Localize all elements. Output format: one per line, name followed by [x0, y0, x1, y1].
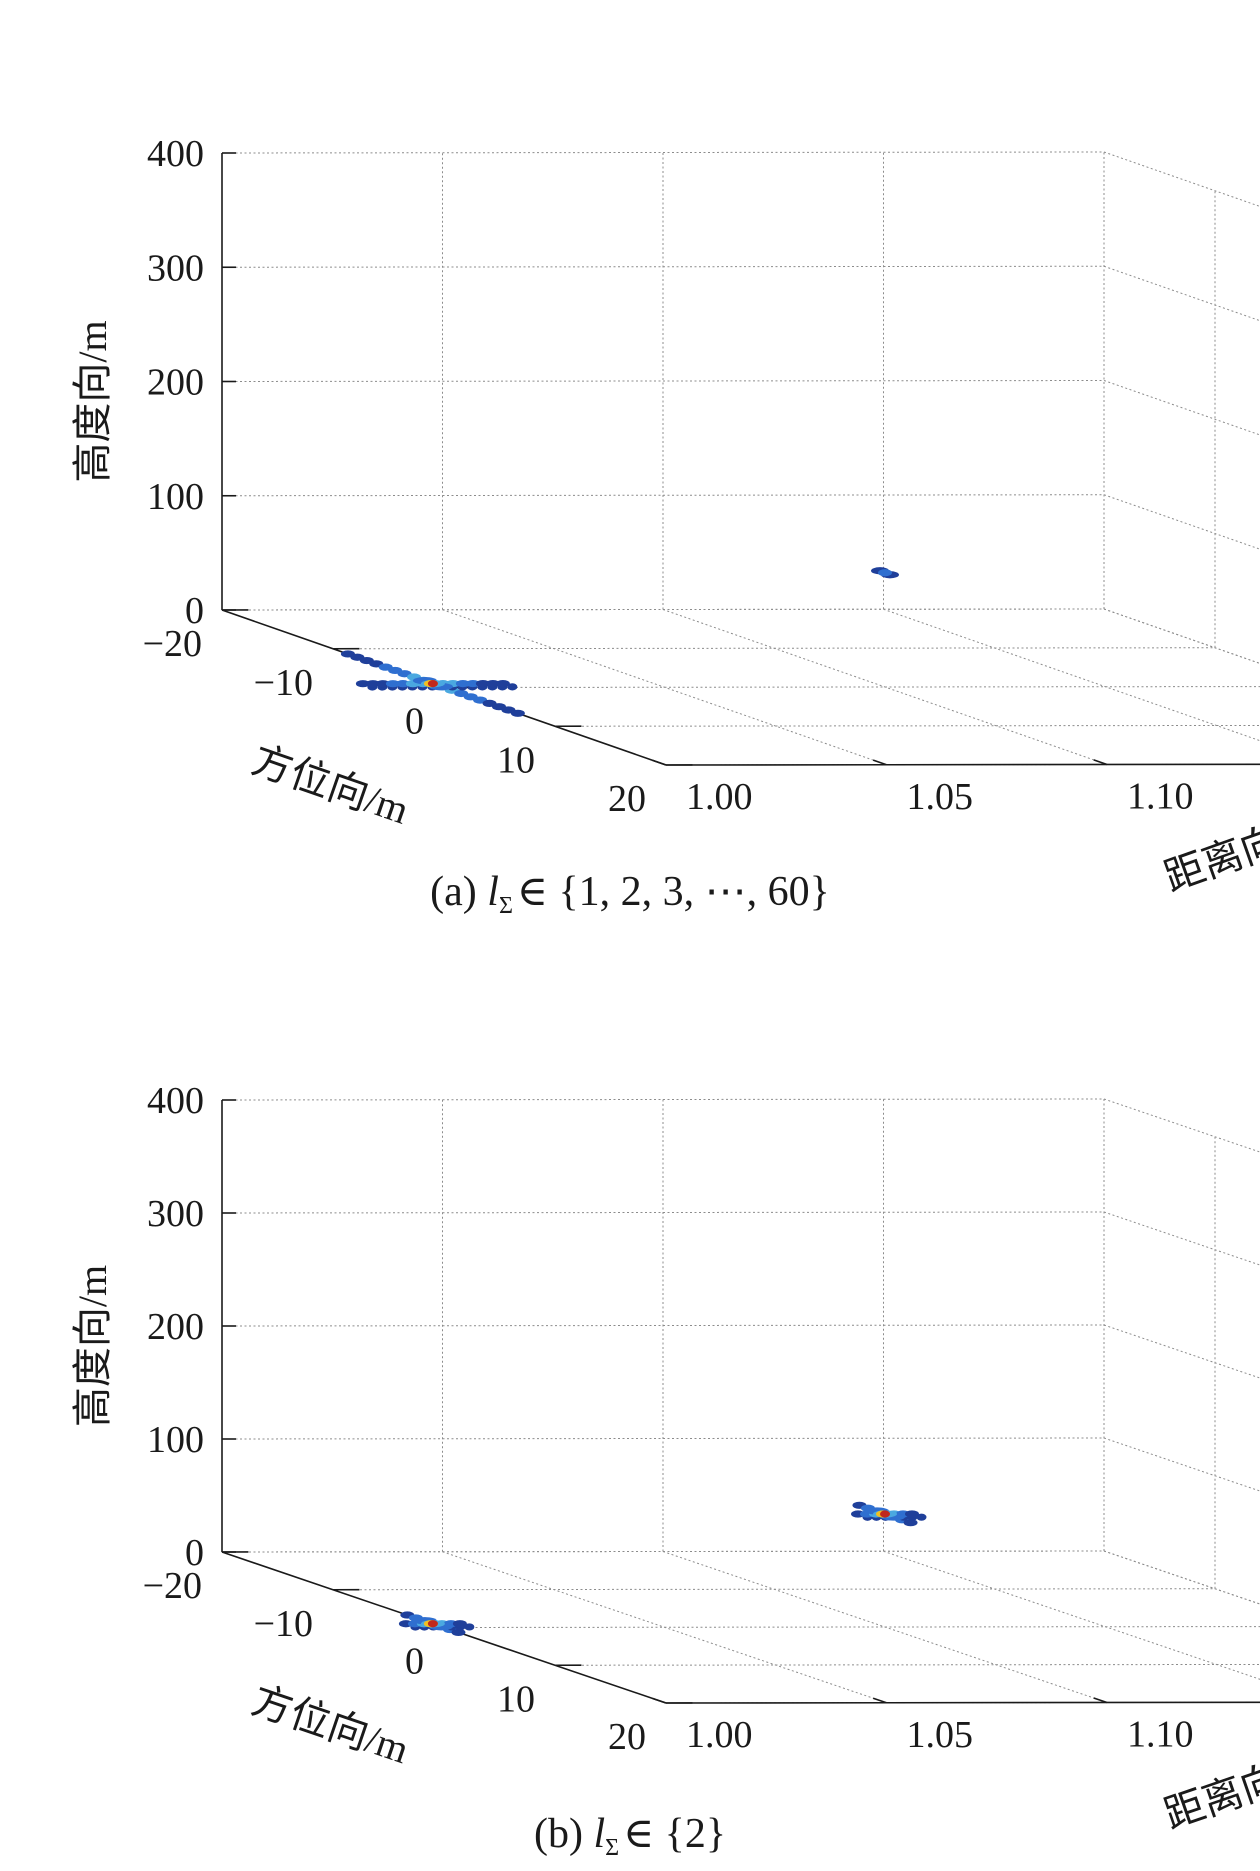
gridline-back-z — [1104, 1212, 1260, 1363]
gridline-back-z — [1104, 266, 1260, 421]
scatter-point — [880, 1510, 890, 1517]
y-tick-label: 1.05 — [907, 776, 974, 818]
scatter-point — [507, 683, 517, 690]
z-tick-label: 100 — [147, 1419, 204, 1461]
gridline-back-z — [1104, 1438, 1260, 1589]
y-axis-line — [666, 764, 1260, 765]
y-tick-label: 1.10 — [1127, 1714, 1194, 1756]
scatter-cluster — [341, 650, 525, 717]
x-tick-label: −10 — [254, 662, 313, 704]
scatter-point — [464, 1623, 474, 1630]
y-tick-label: 1.00 — [686, 1714, 753, 1756]
y-axis-label: 距离向/m — [1159, 803, 1260, 900]
y-tick — [653, 760, 666, 765]
gridline-floor-x — [555, 1664, 1260, 1665]
z-axis-label: 高度向/m — [70, 1265, 115, 1427]
x-axis-label: 方位向/m — [246, 737, 414, 833]
gridline-floor-y — [663, 1552, 1107, 1703]
z-tick-label: 200 — [147, 362, 204, 404]
gridline-side-z — [222, 381, 1104, 382]
gridline-side-z — [222, 152, 1104, 153]
scatter-cluster — [851, 1502, 926, 1527]
gridline-back-z — [1104, 381, 1260, 536]
scatter-point — [916, 1514, 926, 1521]
scatter-point — [428, 680, 438, 687]
x-tick-label: −10 — [254, 1603, 313, 1645]
x-tick-label: 20 — [608, 778, 646, 820]
x-tick-label: 10 — [497, 739, 535, 781]
x-tick-label: 0 — [405, 701, 424, 743]
gridline-back-z — [1104, 152, 1260, 307]
z-axis-label: 高度向/m — [70, 320, 115, 482]
x-tick-label: 10 — [497, 1678, 535, 1720]
y-axis-line — [666, 1702, 1260, 1703]
x-tick-label: −20 — [143, 623, 202, 665]
scatter-point — [878, 569, 892, 576]
z-tick-label: 100 — [147, 476, 204, 518]
panel-a: 0100200300400−20−10010201.001.051.101.15… — [70, 133, 1260, 919]
z-tick-label: 400 — [147, 1080, 204, 1122]
y-axis-label: 距离向/m — [1159, 1742, 1260, 1838]
gridline-back-z — [1104, 495, 1260, 650]
z-tick-label: 400 — [147, 133, 204, 175]
y-tick-label: 1.10 — [1127, 776, 1194, 818]
gridline-back-z — [1104, 1099, 1260, 1250]
panel-b: 0100200300400−20−10010201.001.051.101.15… — [70, 1080, 1260, 1861]
gridline-back-z — [1104, 1325, 1260, 1476]
scatter-point — [511, 710, 525, 717]
gridline-floor-y — [663, 610, 1107, 765]
gridline-floor-x — [444, 1627, 1260, 1628]
z-tick-label: 300 — [147, 247, 204, 289]
scatter-point — [428, 1620, 438, 1627]
x-tick-label: 20 — [608, 1716, 646, 1758]
panel-caption: (a) lΣ∈ {1, 2, 3, ⋯, 60} — [430, 869, 830, 919]
scatter-cluster — [871, 567, 899, 578]
gridline-floor-x — [444, 687, 1260, 688]
y-tick — [653, 1698, 666, 1703]
scatter-cluster — [399, 1611, 474, 1636]
y-tick-label: 1.05 — [907, 1714, 974, 1756]
panel-caption: (b) lΣ∈ {2} — [534, 1811, 726, 1861]
y-tick-label: 1.00 — [686, 776, 753, 818]
x-tick-label: 0 — [405, 1641, 424, 1683]
gridline-floor-x — [555, 725, 1260, 726]
z-tick-label: 200 — [147, 1306, 204, 1348]
x-tick-label: −20 — [143, 1565, 202, 1607]
z-tick-label: 300 — [147, 1193, 204, 1235]
x-axis-label: 方位向/m — [246, 1677, 414, 1772]
